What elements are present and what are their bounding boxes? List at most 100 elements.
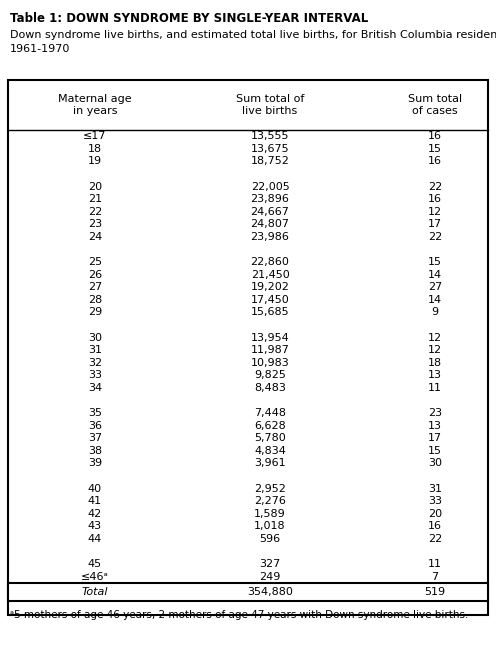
Text: 34: 34 (88, 383, 102, 393)
Text: 15: 15 (428, 446, 442, 456)
Text: ᵃ5 mothers of age 46 years, 2 mothers of age 47 years with Down syndrome live bi: ᵃ5 mothers of age 46 years, 2 mothers of… (10, 610, 468, 620)
Text: ≤46ᵃ: ≤46ᵃ (81, 572, 109, 582)
Text: 23: 23 (88, 219, 102, 229)
Text: Total: Total (82, 587, 108, 597)
Text: 12: 12 (428, 332, 442, 342)
Text: 21,450: 21,450 (250, 270, 289, 280)
Text: 596: 596 (259, 534, 281, 544)
Text: Sum total of
live births: Sum total of live births (236, 94, 304, 116)
Text: 16: 16 (428, 521, 442, 531)
Text: 9,825: 9,825 (254, 370, 286, 380)
Text: 18,752: 18,752 (250, 156, 290, 166)
Text: 27: 27 (88, 282, 102, 293)
Text: 2,276: 2,276 (254, 496, 286, 506)
Text: 13,555: 13,555 (251, 131, 289, 141)
Text: 13,954: 13,954 (250, 332, 289, 342)
Text: 30: 30 (428, 458, 442, 468)
Text: ≤17: ≤17 (83, 131, 107, 141)
Text: 22: 22 (428, 534, 442, 544)
Text: 22: 22 (428, 182, 442, 192)
Text: 13,675: 13,675 (250, 144, 289, 154)
Text: 19: 19 (88, 156, 102, 166)
Text: 6,628: 6,628 (254, 421, 286, 431)
Text: 21: 21 (88, 194, 102, 204)
Text: 354,880: 354,880 (247, 587, 293, 597)
Text: 14: 14 (428, 295, 442, 305)
Text: 43: 43 (88, 521, 102, 531)
Text: 41: 41 (88, 496, 102, 506)
Text: 31: 31 (428, 483, 442, 493)
Text: 20: 20 (428, 509, 442, 519)
Text: 9: 9 (432, 307, 438, 317)
Text: 23,986: 23,986 (250, 232, 290, 242)
Text: 33: 33 (428, 496, 442, 506)
Text: 27: 27 (428, 282, 442, 293)
Text: Sum total
of cases: Sum total of cases (408, 94, 462, 116)
Text: 38: 38 (88, 446, 102, 456)
Text: 327: 327 (259, 559, 281, 569)
Text: 249: 249 (259, 572, 281, 582)
Text: 8,483: 8,483 (254, 383, 286, 393)
Text: 29: 29 (88, 307, 102, 317)
Text: 519: 519 (425, 587, 445, 597)
Text: 15: 15 (428, 144, 442, 154)
Text: 37: 37 (88, 434, 102, 444)
Text: 40: 40 (88, 483, 102, 493)
Text: 32: 32 (88, 358, 102, 368)
Text: 13: 13 (428, 421, 442, 431)
Text: 45: 45 (88, 559, 102, 569)
Text: 17: 17 (428, 219, 442, 229)
Text: 2,952: 2,952 (254, 483, 286, 493)
Text: 26: 26 (88, 270, 102, 280)
Text: 10,983: 10,983 (250, 358, 289, 368)
Text: Down syndrome live births, and estimated total live births, for British Columbia: Down syndrome live births, and estimated… (10, 30, 496, 54)
Text: 7: 7 (432, 572, 438, 582)
Bar (8, 80, 488, 615)
Text: 15: 15 (428, 257, 442, 267)
Text: 23,896: 23,896 (250, 194, 290, 204)
Text: 22: 22 (428, 232, 442, 242)
Text: 18: 18 (428, 358, 442, 368)
Text: 19,202: 19,202 (250, 282, 290, 293)
Text: 15,685: 15,685 (250, 307, 289, 317)
Text: 11: 11 (428, 559, 442, 569)
Text: 22,860: 22,860 (250, 257, 290, 267)
Text: 24,807: 24,807 (250, 219, 290, 229)
Text: 7,448: 7,448 (254, 408, 286, 418)
Text: 16: 16 (428, 156, 442, 166)
Text: 12: 12 (428, 345, 442, 355)
Text: 22: 22 (88, 207, 102, 217)
Text: 23: 23 (428, 408, 442, 418)
Text: 4,834: 4,834 (254, 446, 286, 456)
Text: 44: 44 (88, 534, 102, 544)
Text: 13: 13 (428, 370, 442, 380)
Text: 42: 42 (88, 509, 102, 519)
Bar (8, 583, 488, 601)
Text: 1,018: 1,018 (254, 521, 286, 531)
Text: 18: 18 (88, 144, 102, 154)
Text: 11: 11 (428, 383, 442, 393)
Text: 28: 28 (88, 295, 102, 305)
Text: 17,450: 17,450 (250, 295, 289, 305)
Text: 16: 16 (428, 131, 442, 141)
Text: 33: 33 (88, 370, 102, 380)
Text: Table 1: DOWN SYNDROME BY SINGLE-YEAR INTERVAL: Table 1: DOWN SYNDROME BY SINGLE-YEAR IN… (10, 12, 368, 25)
Text: 35: 35 (88, 408, 102, 418)
Text: 36: 36 (88, 421, 102, 431)
Text: Maternal age
in years: Maternal age in years (58, 94, 132, 116)
Text: 17: 17 (428, 434, 442, 444)
Text: 5,780: 5,780 (254, 434, 286, 444)
Text: 12: 12 (428, 207, 442, 217)
Text: 25: 25 (88, 257, 102, 267)
Text: 31: 31 (88, 345, 102, 355)
Text: 1,589: 1,589 (254, 509, 286, 519)
Text: 16: 16 (428, 194, 442, 204)
Text: 20: 20 (88, 182, 102, 192)
Text: 24: 24 (88, 232, 102, 242)
Text: 22,005: 22,005 (250, 182, 289, 192)
Text: 3,961: 3,961 (254, 458, 286, 468)
Text: 14: 14 (428, 270, 442, 280)
Text: 24,667: 24,667 (250, 207, 290, 217)
Text: 11,987: 11,987 (250, 345, 290, 355)
Text: 39: 39 (88, 458, 102, 468)
